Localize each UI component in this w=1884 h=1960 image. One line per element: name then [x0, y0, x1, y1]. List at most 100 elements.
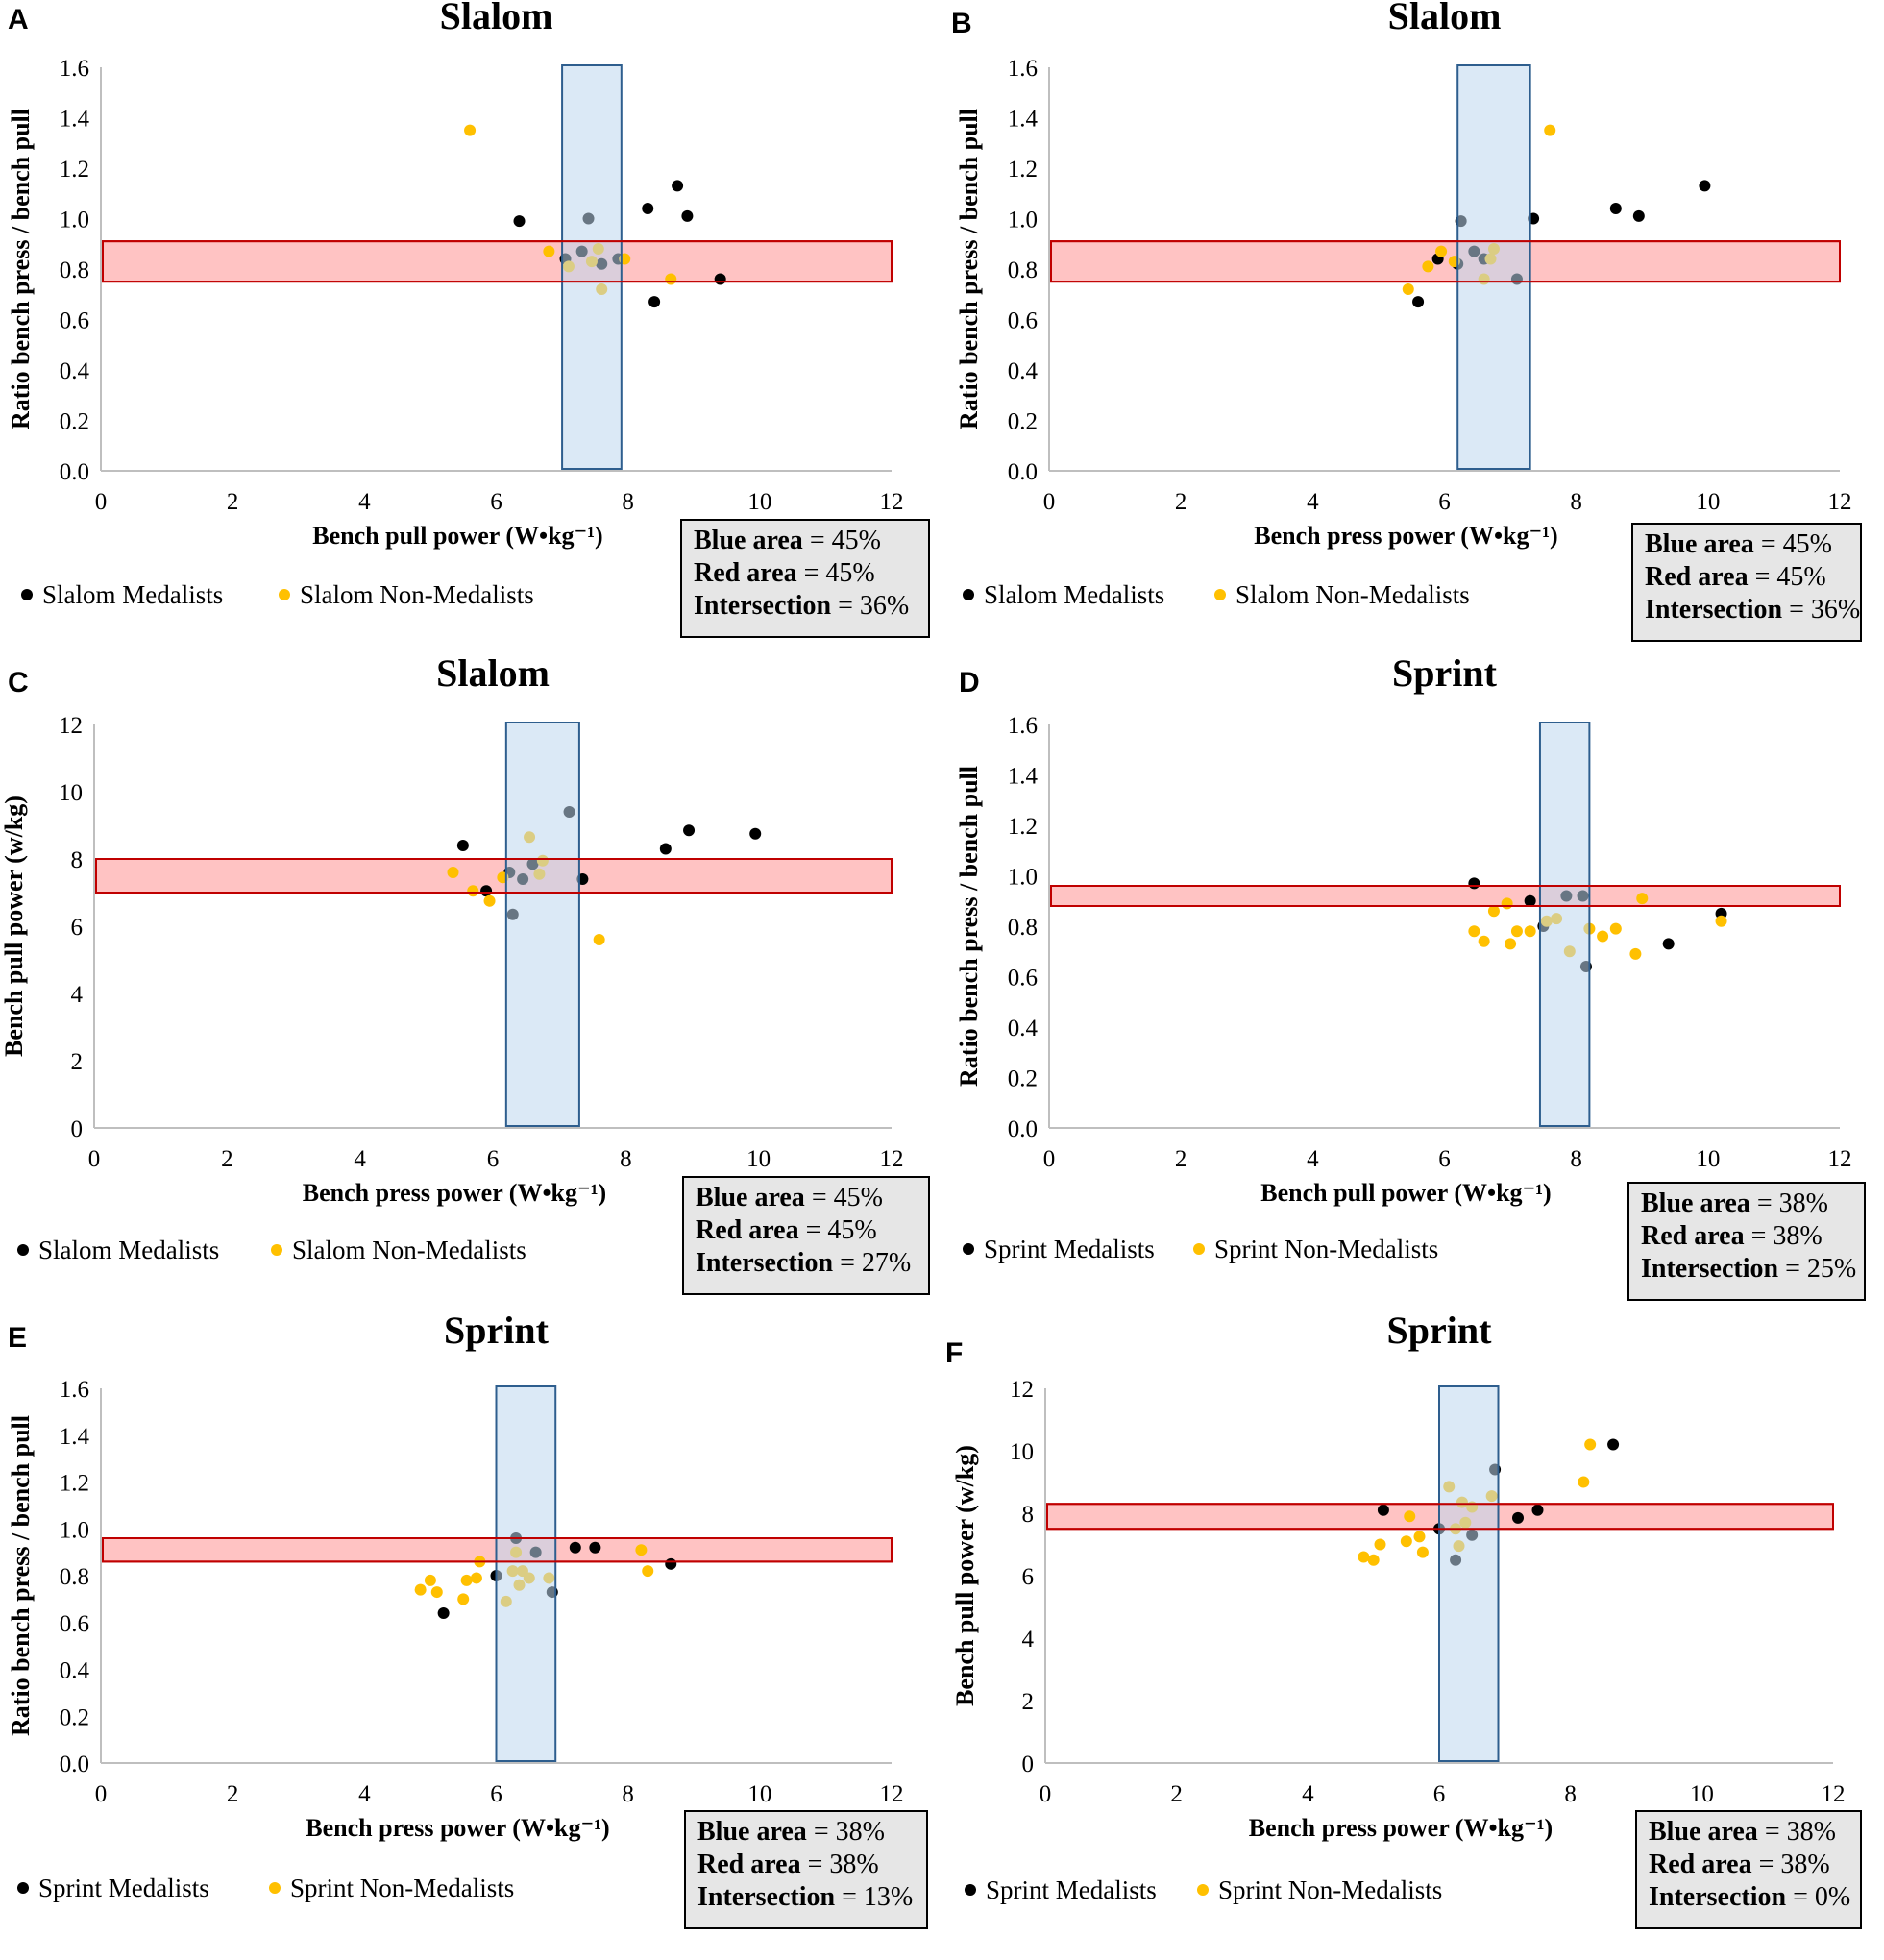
blue-area-label: Blue area [1641, 1188, 1750, 1218]
x-tick-label: 10 [1696, 1146, 1720, 1172]
y-axis-label: Ratio bench press / bench pull [7, 1415, 35, 1736]
medalist-point [456, 840, 469, 851]
panel-c: C Slalom 0 2 4 6 8 10 12 0 2 4 6 8 10 12 Bench press po… [0, 651, 942, 1301]
x-axis-label: Bench pull power (W•kg⁻¹) [312, 522, 602, 550]
red-area-label: Red area [697, 1850, 801, 1879]
non-medalist-point [1358, 1551, 1370, 1563]
y-tick-label: 1.6 [1008, 713, 1038, 739]
y-tick-label: 0.0 [1008, 459, 1038, 485]
stats-box: Blue area = 45% Red area = 45% Intersect… [682, 1176, 930, 1295]
blue-band [561, 64, 623, 470]
non-medalist-point [1435, 245, 1448, 257]
x-tick-label: 2 [1170, 1781, 1183, 1807]
legend-non-medalist-marker [1193, 1243, 1205, 1255]
medalist-point [569, 1541, 581, 1554]
stats-box: Blue area = 45% Red area = 45% Intersect… [680, 519, 930, 638]
blue-area-value: = 45% [809, 526, 881, 555]
non-medalist-point [430, 1586, 443, 1599]
medalist-point [648, 296, 661, 308]
x-axis-label: Bench pull power (W•kg⁻¹) [1260, 1179, 1551, 1207]
y-tick-label: 0.4 [60, 358, 90, 384]
blue-area-value: = 45% [811, 1183, 883, 1213]
blue-band [1456, 64, 1531, 470]
non-medalist-point [1478, 935, 1490, 947]
x-tick-label: 4 [1302, 1781, 1314, 1807]
x-tick-label: 0 [1043, 1146, 1056, 1172]
intersection-value: = 27% [840, 1248, 912, 1278]
intersection-label: Intersection [1649, 1882, 1787, 1912]
blue-area-label: Blue area [696, 1183, 805, 1213]
red-band-outline [102, 240, 893, 283]
x-tick-label: 10 [746, 1146, 771, 1172]
y-tick-label: 0.4 [60, 1658, 90, 1684]
y-tick-label: 8 [1022, 1502, 1035, 1528]
y-tick-label: 2 [1022, 1689, 1035, 1715]
chart-title: Slalom [436, 651, 550, 695]
panel-letter: B [951, 8, 972, 39]
intersection-label: Intersection [1645, 595, 1783, 625]
red-area-label: Red area [694, 558, 797, 588]
x-tick-label: 4 [354, 1146, 366, 1172]
y-tick-label: 1.4 [60, 1424, 90, 1450]
red-band-outline [1050, 240, 1841, 283]
y-tick-label: 1.2 [1008, 814, 1038, 840]
red-area-label: Red area [1649, 1850, 1752, 1879]
stats-box: Blue area = 45% Red area = 45% Intersect… [1631, 523, 1862, 642]
red-area-value: = 38% [807, 1850, 879, 1879]
medalist-point [681, 209, 694, 222]
red-area-label: Red area [1641, 1221, 1745, 1251]
non-medalist-point [1402, 283, 1414, 295]
blue-area-value: = 45% [1760, 529, 1832, 559]
y-tick-label: 0.4 [1008, 1016, 1039, 1041]
legend-medalist-marker [17, 1882, 29, 1894]
y-tick-label: 1.6 [60, 56, 89, 82]
medalist-point [672, 180, 684, 192]
non-medalist-point [1715, 915, 1727, 927]
red-area-label: Red area [696, 1215, 799, 1245]
blue-area-value: = 38% [1764, 1817, 1836, 1847]
panel-letter: A [8, 4, 29, 36]
y-tick-label: 1.0 [60, 208, 89, 233]
medalist-point [659, 843, 672, 855]
y-tick-label: 0.6 [1008, 966, 1038, 992]
x-tick-label: 0 [95, 489, 108, 515]
intersection-value: = 36% [1789, 595, 1861, 625]
x-tick-label: 2 [227, 1781, 239, 1807]
legend-medalist-label: Slalom Medalists [42, 580, 223, 609]
x-axis-label: Bench press power (W•kg⁻¹) [306, 1814, 609, 1842]
intersection-value: = 0% [1793, 1882, 1851, 1912]
blue-area-value: = 38% [1756, 1188, 1828, 1218]
red-band [1050, 240, 1841, 283]
y-tick-label: 0.6 [60, 308, 89, 334]
intersection-value: = 36% [838, 591, 910, 621]
x-tick-label: 0 [1043, 489, 1056, 515]
y-tick-label: 0.4 [1008, 358, 1039, 384]
blue-area-label: Blue area [694, 526, 803, 555]
non-medalist-point [1404, 1510, 1416, 1523]
intersection-label: Intersection [696, 1248, 834, 1278]
x-axis-label: Bench press power (W•kg⁻¹) [1254, 522, 1557, 550]
y-tick-label: 1.4 [60, 107, 90, 133]
blue-band [504, 722, 580, 1127]
y-tick-label: 1.2 [60, 157, 89, 183]
scatter-chart-f: Sprint 0 2 4 6 8 10 12 0 2 4 6 8 10 12 Bench press powe… [951, 1309, 1846, 1904]
medalist-point [437, 1607, 450, 1619]
stats-box: Blue area = 38% Red area = 38% Intersect… [1635, 1810, 1862, 1929]
y-tick-label: 1.4 [1008, 764, 1039, 790]
y-tick-label: 0.8 [60, 1564, 89, 1590]
medalist-point [1699, 180, 1711, 192]
legend-non-medalist-marker [269, 1882, 281, 1894]
non-medalist-point [467, 885, 479, 897]
panel-b: B Slalom 0.0 0.2 0.4 0.6 0.8 1.0 1.2 1.4 1.6 0 2 4 6 8… [942, 0, 1883, 644]
non-medalist-point [593, 934, 605, 945]
legend-medalist-marker [965, 1884, 976, 1896]
intersection-label: Intersection [1641, 1254, 1779, 1284]
x-tick-label: 8 [622, 1781, 634, 1807]
chart-title: Slalom [1388, 0, 1502, 37]
non-medalist-point [1487, 905, 1500, 918]
y-axis-label: Ratio bench press / bench pull [955, 109, 983, 429]
y-tick-label: 0.8 [1008, 915, 1038, 941]
non-medalist-point [447, 867, 459, 878]
blue-area-label: Blue area [697, 1817, 807, 1847]
panel-e: E Sprint 0.0 0.2 0.4 0.6 0.8 1.0 1.2 1.4 1.6 0 2 4 6 8… [0, 1309, 942, 1960]
